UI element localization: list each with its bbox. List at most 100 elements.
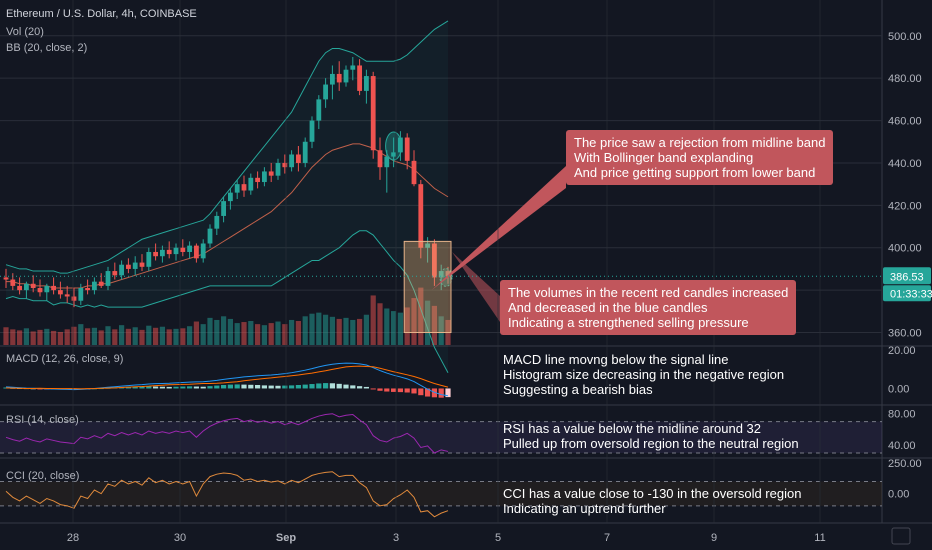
volume-bar: [282, 324, 288, 345]
time-tick-label: 9: [711, 532, 717, 544]
rsi-note: RSI has a value below the midline around…: [503, 421, 799, 451]
bb-callout: The price saw a rejection from midline b…: [566, 130, 834, 185]
macd-histogram-bar: [180, 386, 186, 389]
macd-histogram-bar: [146, 386, 152, 389]
rsi-band-fill: [0, 421, 882, 453]
macd-histogram-bar: [248, 384, 254, 389]
candle-body: [214, 215, 220, 229]
rsi-pane-label[interactable]: RSI (14, close): [6, 414, 79, 426]
cci-note-line: Indicating an uptrend further: [503, 501, 666, 516]
macd-histogram-bar: [438, 388, 444, 398]
macd-histogram-bar: [241, 384, 247, 389]
vol-indicator-label[interactable]: Vol (20): [6, 26, 44, 38]
bb-callout-pointer: [431, 166, 566, 291]
volume-bar: [275, 321, 281, 345]
macd-histogram-bar: [275, 385, 281, 389]
rsi-tick-label: 80.00: [888, 409, 916, 421]
macd-histogram-bar: [295, 385, 301, 389]
candle-body: [44, 285, 50, 293]
candle-body: [262, 171, 267, 183]
candle-body: [398, 137, 403, 153]
candle-body: [364, 76, 369, 91]
volume-bar: [268, 323, 274, 345]
macd-pane-label[interactable]: MACD (12, 26, close, 9): [6, 353, 124, 365]
macd-histogram-bar: [357, 386, 363, 389]
volume-bar: [404, 307, 410, 345]
bb-lower-line: [5, 230, 449, 374]
volume-note-line: The volumes in the recent red candles in…: [508, 285, 789, 300]
candle-body: [153, 251, 158, 257]
candle-body: [275, 162, 281, 176]
candle-body: [200, 243, 206, 259]
volume-bar: [30, 331, 36, 345]
macd-histogram-bar: [289, 385, 295, 389]
time-tick-label: 30: [174, 532, 186, 544]
macd-histogram-bar: [309, 384, 315, 389]
macd-histogram-bar: [187, 386, 193, 389]
volume-bar: [64, 329, 70, 345]
macd-histogram-bar: [329, 383, 335, 389]
volume-bar: [193, 321, 199, 345]
price-tick-label: 400.00: [888, 243, 922, 255]
candle-body: [173, 247, 179, 255]
volume-bar: [350, 319, 356, 345]
candle-body: [343, 69, 349, 83]
macd-note: MACD line movng below the signal line Hi…: [503, 352, 784, 397]
volume-bar: [71, 326, 77, 345]
macd-histogram-bar: [343, 384, 349, 389]
candle-body: [323, 84, 328, 100]
price-tick-label: 360.00: [888, 328, 922, 340]
macd-histogram-bar: [159, 386, 165, 389]
volume-bar: [159, 326, 165, 345]
macd-histogram-bar: [139, 386, 145, 389]
macd-histogram-bar: [166, 386, 172, 389]
volume-bar: [139, 329, 145, 345]
price-tick-label: 500.00: [888, 31, 922, 43]
volume-bar: [112, 329, 118, 345]
candle-body: [384, 156, 390, 168]
volume-bar: [91, 327, 97, 345]
cci-pane-label[interactable]: CCI (20, close): [6, 470, 80, 482]
candle-body: [132, 262, 138, 269]
bb-indicator-label[interactable]: BB (20, close, 2): [6, 42, 88, 54]
volume-bar: [221, 316, 227, 345]
volume-bar: [302, 316, 308, 345]
chart-title: Ethereum / U.S. Dollar, 4h, COINBASE: [6, 8, 197, 20]
candle-body: [370, 76, 376, 151]
candle-body: [194, 245, 199, 259]
volume-bar: [289, 319, 295, 345]
volume-bar: [153, 327, 159, 345]
volume-callout-pointer: [452, 251, 500, 322]
candle-body: [105, 271, 111, 286]
volume-bar: [384, 308, 390, 345]
candle-body: [160, 249, 165, 257]
macd-histogram-bar: [193, 386, 199, 389]
candle-body: [112, 271, 118, 276]
volume-bar: [180, 328, 186, 345]
macd-histogram-bar: [418, 388, 424, 396]
cci-tick-label: 0.00: [888, 489, 909, 501]
macd-histogram-bar: [316, 383, 322, 389]
bb-note-line: And price getting support from lower ban…: [574, 165, 816, 180]
volume-bar: [57, 331, 63, 345]
macd-tick-label: 20.00: [888, 345, 916, 357]
volume-bar: [166, 329, 172, 345]
last-price-label: 386.53: [890, 271, 924, 283]
volume-bar: [248, 321, 254, 345]
time-tick-label: 7: [604, 532, 610, 544]
candle-body: [98, 281, 104, 286]
time-tick-label: 5: [495, 532, 501, 544]
candle-body: [3, 277, 9, 280]
macd-histogram-bar: [227, 384, 233, 389]
macd-histogram-bar: [173, 386, 179, 389]
volume-bar: [17, 330, 23, 345]
bb-note-line: The price saw a rejection from midline b…: [574, 135, 826, 150]
volume-bar: [23, 328, 29, 345]
candle-body: [139, 262, 145, 267]
macd-histogram-bar: [425, 388, 431, 397]
candle-body: [404, 137, 410, 161]
candle-body: [64, 294, 70, 297]
candle-body: [92, 281, 97, 291]
